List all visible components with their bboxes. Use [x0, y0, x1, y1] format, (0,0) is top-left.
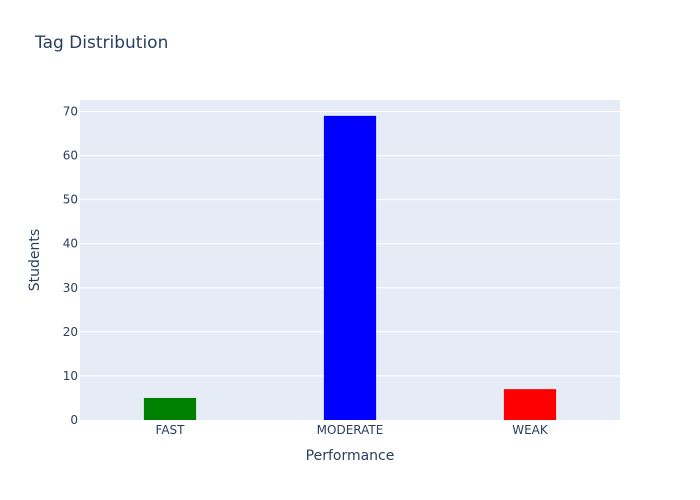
chart-title: Tag Distribution	[35, 33, 169, 53]
x-tick-label: MODERATE	[317, 423, 384, 437]
y-tick-label: 70	[63, 104, 78, 118]
bar-weak[interactable]	[503, 389, 557, 420]
y-tick-label: 20	[63, 325, 78, 339]
x-axis-ticks: FAST MODERATE WEAK	[156, 423, 549, 437]
bar-fast[interactable]	[143, 397, 197, 420]
y-tick-label: 30	[63, 281, 78, 295]
x-tick-label: WEAK	[512, 423, 549, 437]
bar-moderate[interactable]	[323, 115, 377, 420]
y-axis-ticks: 0 10 20 30 40 50 60 70	[63, 104, 78, 427]
y-tick-label: 50	[63, 193, 78, 207]
y-tick-label: 10	[63, 369, 78, 383]
y-tick-label: 40	[63, 237, 78, 251]
y-axis-title: Students	[27, 229, 43, 291]
x-axis-title: Performance	[306, 448, 395, 464]
x-tick-label: FAST	[156, 423, 186, 437]
y-tick-label: 60	[63, 149, 78, 163]
y-tick-label: 0	[70, 413, 78, 427]
bars-layer	[143, 115, 557, 420]
